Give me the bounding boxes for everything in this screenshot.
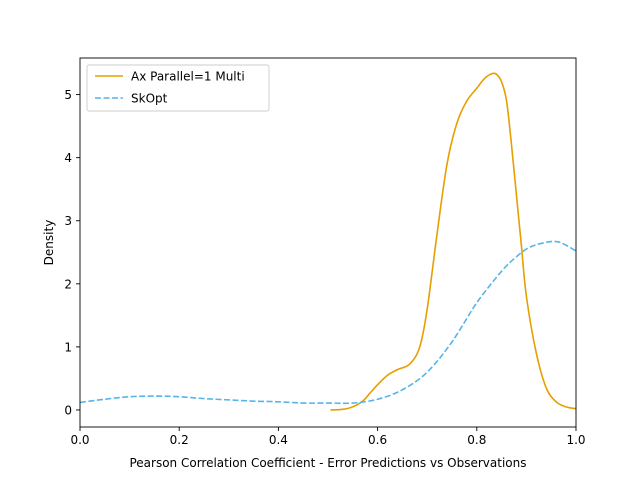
y-tick-label: 3 (64, 214, 72, 228)
legend: Ax Parallel=1 Multi SkOpt (86, 64, 270, 112)
series-line-2 (80, 240, 576, 405)
x-tick-label: 0.8 (467, 433, 486, 447)
legend-box (86, 64, 270, 112)
x-tick-label: 0.4 (269, 433, 288, 447)
y-tick-label: 5 (64, 88, 72, 102)
axes-layer: 0.0 0.2 0.4 0.6 0.8 1.0 0 1 2 3 4 5 (64, 57, 586, 447)
y-tick-label: 1 (64, 340, 72, 354)
y-tick-label: 0 (64, 403, 72, 417)
x-tick-label: 1.0 (566, 433, 585, 447)
legend-label-2: SkOpt (131, 92, 168, 106)
plot-frame (79, 57, 577, 428)
y-tick-label: 4 (64, 151, 72, 165)
series-line-1 (330, 72, 576, 411)
legend-label-1: Ax Parallel=1 Multi (131, 70, 245, 84)
series-layer (80, 72, 576, 411)
x-axis-label: Pearson Correlation Coefficient - Error … (129, 456, 526, 470)
x-tick-label: 0.6 (368, 433, 387, 447)
x-tick-label: 0.0 (70, 433, 89, 447)
y-axis-label: Density (42, 220, 56, 266)
y-tick-label: 2 (64, 277, 72, 291)
x-tick-label: 0.2 (170, 433, 189, 447)
